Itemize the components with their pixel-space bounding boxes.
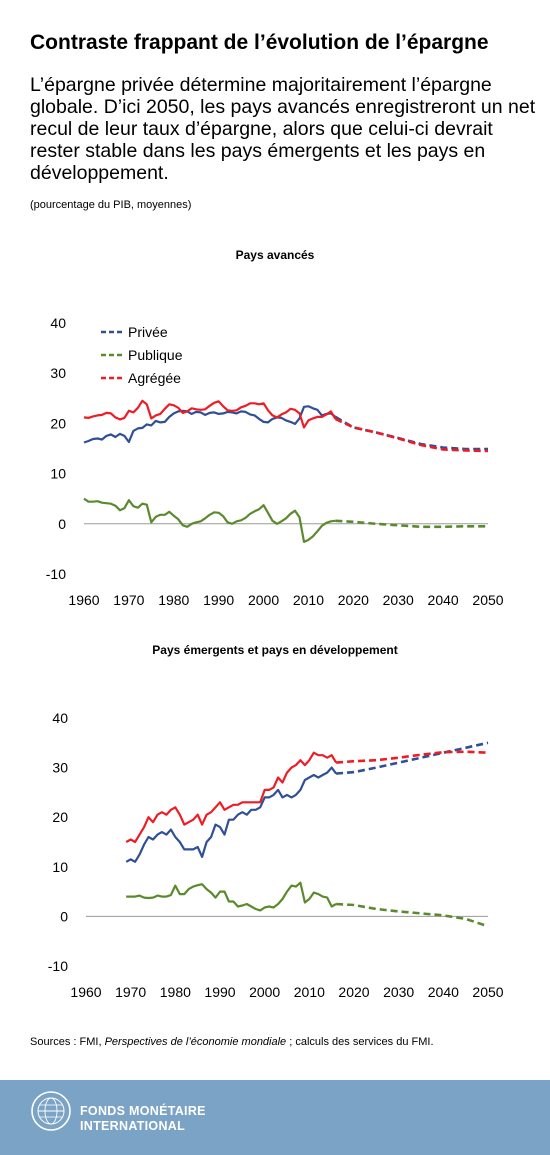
x-tick-label: 2030 bbox=[383, 984, 414, 1000]
unit-note: (pourcentage du PIB, moyennes) bbox=[30, 199, 192, 211]
y-tick-label: 40 bbox=[52, 710, 68, 726]
x-tick-label: 1960 bbox=[70, 984, 101, 1000]
x-tick-label: 2020 bbox=[338, 592, 369, 608]
source-prefix: Sources : FMI, bbox=[30, 1036, 105, 1048]
series-projection-privee bbox=[335, 741, 489, 775]
x-tick-label: 1990 bbox=[203, 592, 234, 608]
x-tick-label: 2050 bbox=[472, 592, 503, 608]
panel-title: Pays avancés bbox=[236, 248, 315, 262]
footer-bar bbox=[0, 1080, 550, 1155]
series-projection-agregee bbox=[335, 750, 489, 764]
imf-seal-icon bbox=[31, 1091, 71, 1131]
x-tick-label: 1980 bbox=[158, 592, 189, 608]
x-tick-label: 2050 bbox=[472, 984, 503, 1000]
panel-title: Pays émergents et pays en développement bbox=[152, 643, 397, 657]
y-tick-label: 10 bbox=[52, 859, 68, 875]
org-name-line-1: FONDS MONÉTAIRE bbox=[80, 1104, 206, 1118]
legend-label-publique: Publique bbox=[128, 347, 183, 363]
imf-logo-text: FONDS MONÉTAIRE INTERNATIONAL bbox=[80, 1104, 206, 1134]
y-tick-label: 0 bbox=[60, 908, 68, 924]
chart-emerging-economies: Pays émergents et pays en développement -… bbox=[48, 643, 504, 1000]
y-tick-label: 20 bbox=[50, 415, 66, 431]
x-tick-label: 1970 bbox=[115, 984, 146, 1000]
legend-label-agregee: Agrégée bbox=[128, 370, 181, 386]
x-tick-label: 2000 bbox=[249, 984, 280, 1000]
y-tick-label: 20 bbox=[52, 809, 68, 825]
series-line-publique bbox=[126, 881, 337, 912]
series-line-publique bbox=[83, 497, 336, 543]
series-projection-publique bbox=[336, 902, 489, 928]
x-tick-label: 2040 bbox=[428, 592, 459, 608]
x-tick-label: 1970 bbox=[113, 592, 144, 608]
y-tick-label: -10 bbox=[48, 958, 68, 974]
y-tick-label: -10 bbox=[46, 566, 66, 582]
x-tick-label: 2010 bbox=[294, 984, 325, 1000]
series-line-agregee bbox=[125, 751, 338, 844]
x-tick-label: 2010 bbox=[293, 592, 324, 608]
series-line-privee bbox=[125, 766, 337, 863]
series-projection-agregee bbox=[334, 417, 489, 453]
series-line-agregee bbox=[83, 399, 337, 429]
y-tick-label: 30 bbox=[52, 760, 68, 776]
series-projection-privee bbox=[334, 415, 488, 451]
y-tick-label: 0 bbox=[58, 516, 66, 532]
series-line-privee bbox=[83, 405, 337, 444]
source-note: Sources : FMI, Perspectives de l’économi… bbox=[30, 1036, 434, 1048]
x-tick-label: 2020 bbox=[338, 984, 369, 1000]
x-tick-label: 2040 bbox=[428, 984, 459, 1000]
y-tick-label: 40 bbox=[50, 315, 66, 331]
chart-title: Contraste frappant de l’évolution de l’é… bbox=[30, 31, 489, 54]
y-tick-label: 10 bbox=[50, 466, 66, 482]
org-name-line-2: INTERNATIONAL bbox=[80, 1119, 186, 1133]
series-projection-publique bbox=[335, 519, 488, 529]
source-publication: Perspectives de l’économie mondiale bbox=[104, 1036, 287, 1048]
x-tick-label: 2030 bbox=[383, 592, 414, 608]
chart-subtitle: L’épargne privée détermine majoritaireme… bbox=[30, 74, 536, 184]
x-tick-label: 1980 bbox=[160, 984, 191, 1000]
source-suffix: ; calculs des services du FMI. bbox=[286, 1036, 434, 1048]
x-tick-label: 2000 bbox=[248, 592, 279, 608]
x-tick-label: 1990 bbox=[204, 984, 235, 1000]
legend-label-privee: Privée bbox=[128, 324, 168, 340]
y-tick-label: 30 bbox=[50, 365, 66, 381]
x-tick-label: 1960 bbox=[68, 592, 99, 608]
